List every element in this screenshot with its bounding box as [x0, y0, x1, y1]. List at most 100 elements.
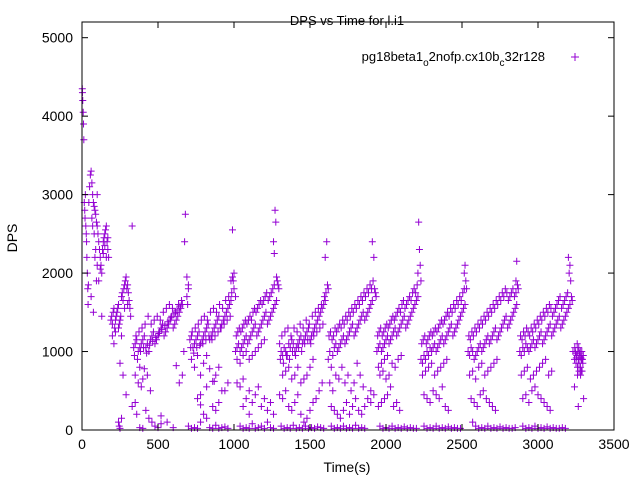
data-point: [475, 363, 483, 371]
data-point: [408, 308, 416, 316]
data-point: [415, 246, 423, 254]
data-point: [433, 328, 441, 336]
data-point: [394, 355, 402, 363]
data-point: [260, 395, 268, 403]
data-point: [247, 316, 255, 324]
data-point: [284, 324, 292, 332]
data-point: [278, 332, 286, 340]
data-point: [330, 424, 338, 432]
data-point: [566, 261, 574, 269]
data-point: [251, 348, 259, 356]
data-point: [180, 348, 188, 356]
data-point: [165, 300, 173, 308]
data-point: [314, 316, 322, 324]
data-point: [513, 257, 521, 265]
data-point: [365, 304, 373, 312]
data-point: [114, 300, 122, 308]
data-point: [392, 312, 400, 320]
data-point: [321, 297, 329, 305]
data-point: [168, 304, 176, 312]
data-point: [344, 332, 352, 340]
data-point: [466, 371, 474, 379]
data-point: [440, 359, 448, 367]
data-point: [132, 332, 140, 340]
data-point: [237, 328, 245, 336]
data-point: [83, 253, 91, 261]
data-point: [257, 320, 265, 328]
data-point: [260, 424, 268, 432]
data-point: [462, 277, 470, 285]
data-point: [82, 230, 90, 238]
data-point: [372, 293, 380, 301]
data-point: [92, 210, 100, 218]
data-point: [387, 383, 395, 391]
data-point: [219, 304, 227, 312]
data-point: [282, 387, 290, 395]
data-point: [413, 281, 421, 289]
data-point: [537, 328, 545, 336]
data-point: [535, 320, 543, 328]
legend-label-sub-2: c: [500, 58, 505, 69]
data-point: [534, 391, 542, 399]
data-point: [390, 402, 398, 410]
data-point: [151, 422, 159, 430]
data-point: [487, 336, 495, 344]
data-point: [93, 261, 101, 269]
data-point: [358, 297, 366, 305]
data-point: [508, 312, 516, 320]
data-point: [84, 281, 92, 289]
data-point: [467, 395, 475, 403]
data-point: [577, 371, 585, 379]
data-point: [369, 277, 377, 285]
data-point: [209, 402, 217, 410]
data-point: [329, 387, 337, 395]
data-point: [429, 387, 437, 395]
data-point: [370, 253, 378, 261]
data-point: [156, 316, 164, 324]
data-point: [238, 324, 246, 332]
data-point: [314, 423, 322, 431]
data-point: [380, 355, 388, 363]
data-point: [245, 387, 253, 395]
data-point: [525, 399, 533, 407]
data-point: [508, 424, 516, 432]
data-point: [390, 316, 398, 324]
data-point: [377, 399, 385, 407]
data-point: [384, 351, 392, 359]
data-point: [441, 336, 449, 344]
data-point: [279, 359, 287, 367]
data-point: [478, 359, 486, 367]
data-point: [333, 328, 341, 336]
data-point: [320, 293, 328, 301]
data-point: [194, 395, 202, 403]
data-point: [493, 336, 501, 344]
data-point: [312, 395, 320, 403]
data-point: [304, 424, 312, 432]
data-point: [175, 300, 183, 308]
data-point: [423, 395, 431, 403]
data-point: [460, 269, 468, 277]
data-point: [496, 423, 504, 431]
data-point: [169, 324, 177, 332]
data-point: [86, 171, 94, 179]
data-point: [546, 424, 554, 432]
data-point: [192, 336, 200, 344]
data-point: [368, 238, 376, 246]
x-tick-label: 1000: [218, 436, 249, 452]
data-point: [244, 340, 252, 348]
data-point: [187, 355, 195, 363]
data-point: [202, 336, 210, 344]
data-point: [451, 304, 459, 312]
data-point: [279, 395, 287, 403]
x-tick-label: 2500: [446, 436, 477, 452]
legend-label-part-1: pg18beta1: [362, 49, 423, 64]
data-point: [221, 387, 229, 395]
data-point: [367, 300, 375, 308]
data-point: [294, 391, 302, 399]
data-point: [517, 371, 525, 379]
data-point: [444, 406, 452, 414]
data-point: [108, 332, 116, 340]
data-point: [481, 371, 489, 379]
data-point: [467, 344, 475, 352]
